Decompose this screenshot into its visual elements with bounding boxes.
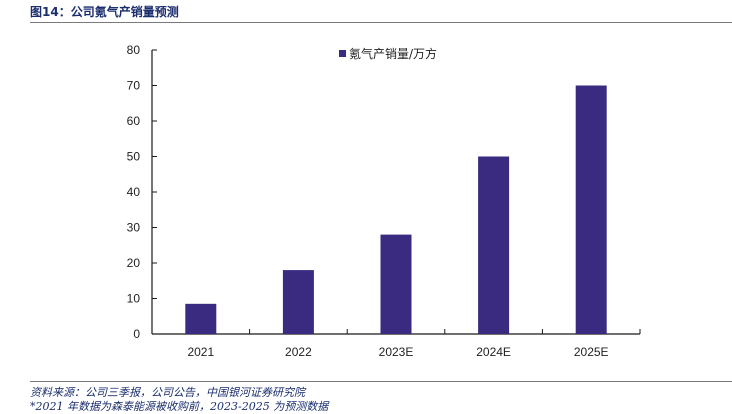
bar-2023e — [381, 235, 412, 334]
footnote: *2021 年数据为森泰能源被收购前，2023-2025 为预测数据 — [30, 398, 328, 414]
legend-swatch — [339, 50, 346, 57]
y-tick-label: 60 — [127, 114, 141, 128]
bar-2022 — [283, 270, 314, 334]
y-tick-label: 0 — [133, 327, 140, 341]
bar-2025e — [576, 86, 607, 335]
x-tick-label: 2021 — [187, 345, 214, 359]
bar-2024e — [478, 157, 509, 335]
x-tick-label: 2024E — [476, 345, 511, 359]
y-tick-label: 20 — [127, 256, 141, 270]
y-tick-label: 30 — [127, 221, 141, 235]
legend: 氪气产销量/万方 — [339, 46, 437, 61]
bars — [185, 86, 606, 335]
y-tick-label: 70 — [127, 79, 141, 93]
x-tick-label: 2022 — [285, 345, 312, 359]
bottom-rule — [30, 381, 732, 382]
y-tick-label: 80 — [127, 43, 141, 57]
legend-label: 氪气产销量/万方 — [349, 46, 437, 61]
y-tick-label: 50 — [127, 150, 141, 164]
bar-2021 — [185, 304, 216, 334]
x-tick-label: 2023E — [379, 345, 414, 359]
x-tick-label: 2025E — [574, 345, 609, 359]
y-tick-label: 10 — [127, 292, 141, 306]
y-axis: 0 10 20 30 40 50 60 70 80 — [127, 43, 157, 341]
y-tick-label: 40 — [127, 185, 141, 199]
bar-chart: 0 10 20 30 40 50 60 70 80 2021 2022 2023E 2024E 2025… — [0, 0, 732, 380]
